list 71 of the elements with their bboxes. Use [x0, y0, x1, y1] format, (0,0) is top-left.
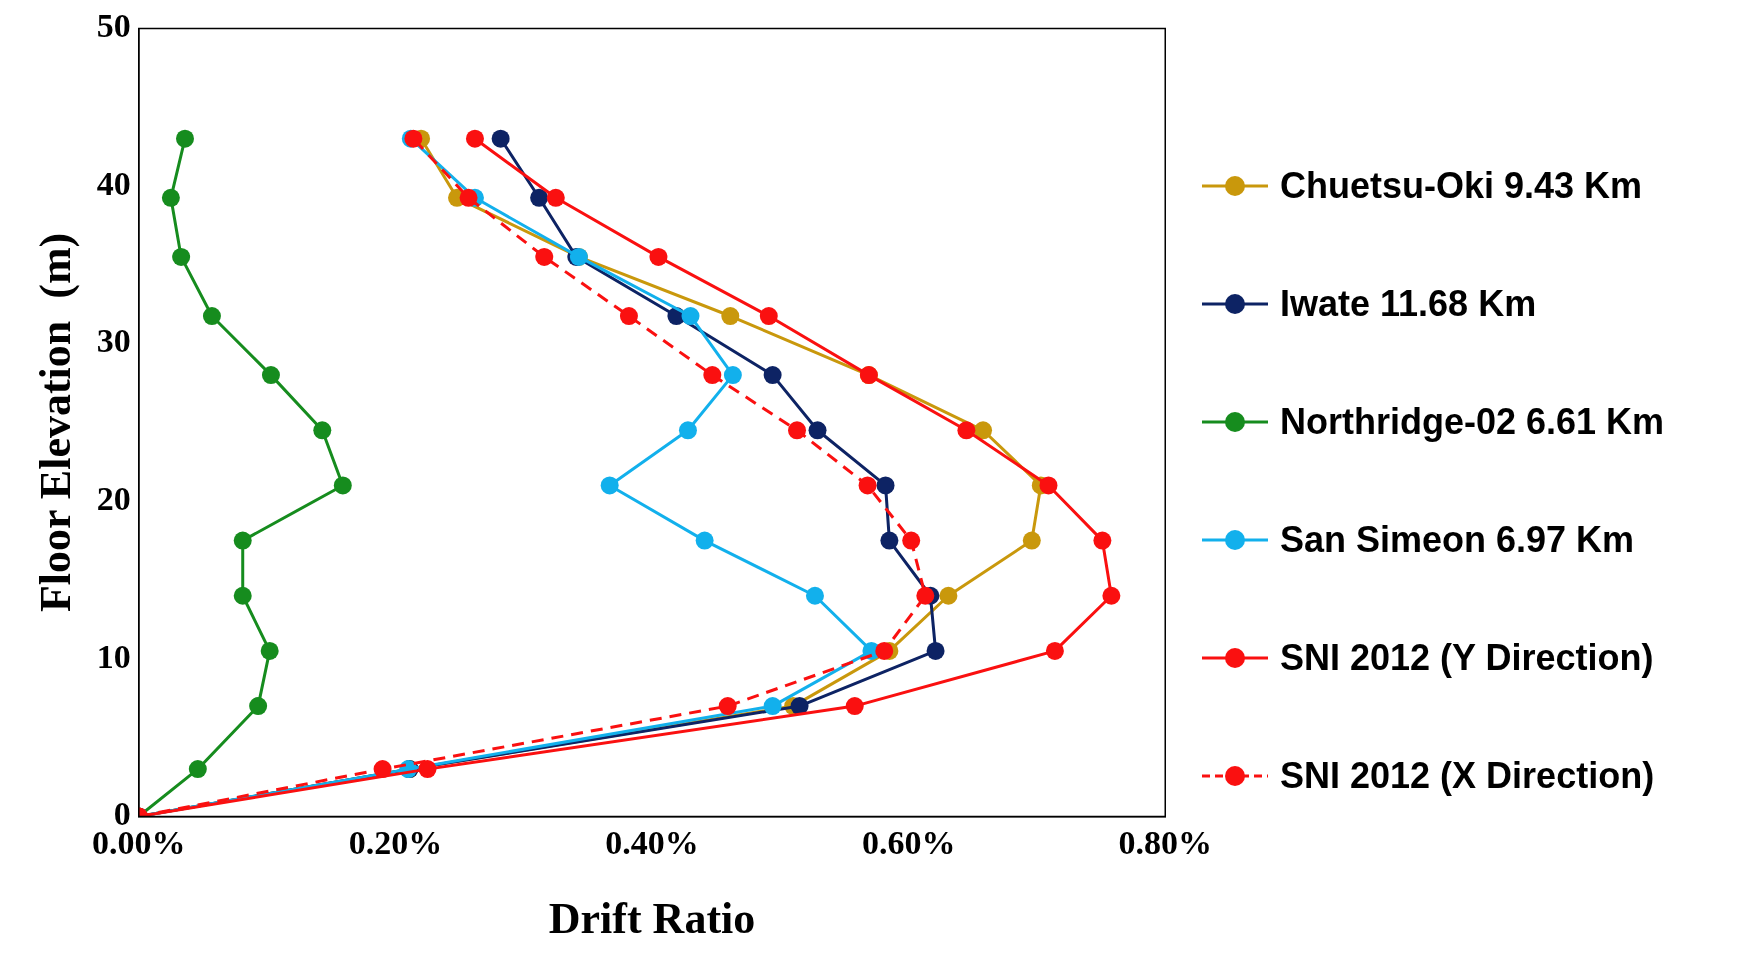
point	[333, 476, 352, 495]
point	[491, 129, 510, 148]
point	[465, 129, 484, 148]
y-tick-label: 20	[96, 479, 131, 517]
point	[805, 586, 824, 605]
x-tick-label: 0.40%	[605, 823, 699, 861]
point	[546, 188, 565, 207]
point	[233, 531, 252, 550]
point	[535, 247, 554, 266]
point	[1093, 531, 1112, 550]
point	[619, 307, 638, 326]
point	[681, 307, 700, 326]
point	[790, 697, 809, 716]
x-tick-label: 0.60%	[861, 823, 956, 861]
point	[600, 476, 619, 495]
point	[1022, 531, 1041, 550]
point	[939, 586, 958, 605]
point	[1039, 476, 1058, 495]
point	[845, 697, 864, 716]
y-tick-label: 0	[113, 795, 131, 833]
point	[649, 247, 668, 266]
point	[530, 188, 549, 207]
point	[261, 366, 280, 385]
point	[202, 307, 221, 326]
point	[1102, 586, 1121, 605]
point	[876, 476, 895, 495]
y-tick-label: 10	[96, 637, 131, 675]
point	[678, 421, 697, 440]
point	[957, 421, 976, 440]
legend-label: Northridge-02 6.61 Km	[1280, 401, 1665, 443]
point	[695, 531, 714, 550]
point	[459, 188, 478, 207]
point	[880, 531, 899, 550]
legend-label: San Simeon 6.97 Km	[1280, 519, 1635, 561]
point	[188, 760, 207, 779]
y-tick-label: 30	[96, 322, 131, 360]
point	[418, 760, 437, 779]
y-tick-label: 40	[96, 164, 131, 202]
point	[373, 760, 392, 779]
point	[1045, 641, 1064, 660]
point	[763, 366, 782, 385]
legend-label: Iwate 11.68 Km	[1280, 283, 1537, 325]
point	[974, 421, 993, 440]
point	[788, 421, 807, 440]
point	[875, 641, 894, 660]
point	[916, 586, 935, 605]
point	[721, 307, 740, 326]
point	[723, 366, 742, 385]
legend-label: Chuetsu-Oki 9.43 Km	[1280, 165, 1643, 207]
point	[260, 641, 279, 660]
point	[718, 697, 737, 716]
point	[858, 476, 877, 495]
point	[902, 531, 921, 550]
point	[233, 586, 252, 605]
y-tick-label: 50	[96, 7, 131, 45]
legend-label: SNI 2012 (Y Direction)	[1280, 637, 1654, 679]
point	[808, 421, 827, 440]
point	[703, 366, 722, 385]
point	[926, 641, 945, 660]
x-tick-label: 0.20%	[348, 823, 443, 861]
point	[759, 307, 778, 326]
point	[172, 247, 191, 266]
point	[313, 421, 332, 440]
point	[763, 697, 782, 716]
x-axis-title: Drift Ratio	[548, 893, 756, 943]
point	[249, 697, 268, 716]
x-tick-label: 0.80%	[1118, 823, 1212, 861]
point	[175, 129, 194, 148]
y-axis-title: Floor Elevation (m)	[30, 232, 80, 613]
point	[161, 188, 180, 207]
legend-label: SNI 2012 (X Direction)	[1280, 755, 1655, 797]
